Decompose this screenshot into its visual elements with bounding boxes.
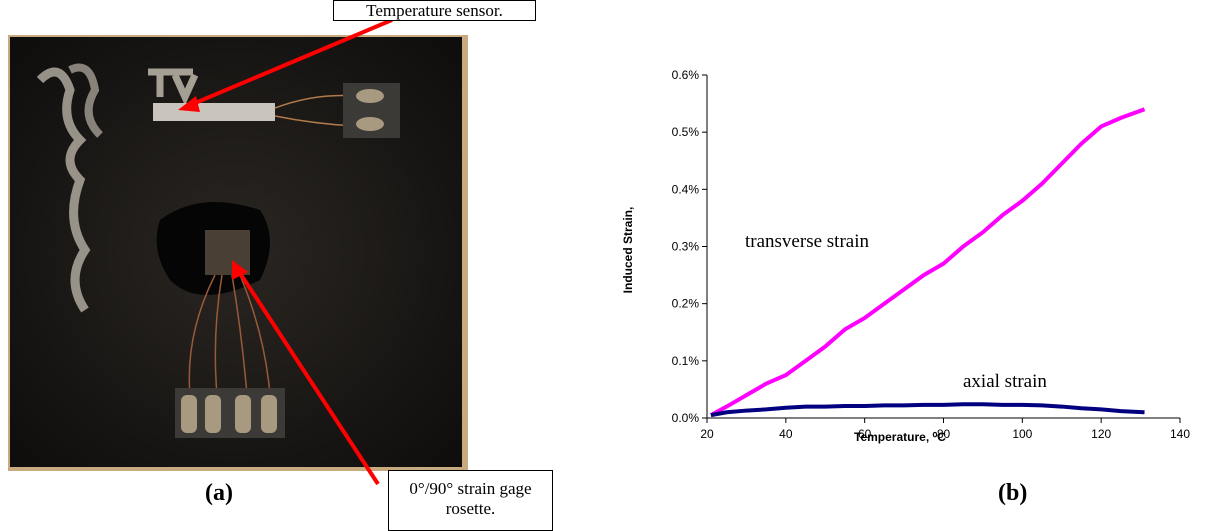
chart: Temperature, ⁰C Induced Strain, 0.0% 0.1%… [621,68,1190,444]
series-line [710,402,1145,418]
x-axis-title: Temperature, ⁰C [854,430,946,444]
temperature-sensor [153,103,275,121]
handwriting [68,63,103,138]
wire [188,274,271,396]
series-line [709,107,1146,417]
x-tick-label: 60 [858,427,872,441]
handwriting [148,68,199,106]
solder [356,117,384,131]
solder [356,89,384,103]
x-tick-label: 120 [1091,427,1111,441]
y-tick-label: 0.4% [672,182,700,196]
series-label: transverse strain [745,231,869,252]
x-tick-label: 40 [779,427,793,441]
panel-label: (a) [205,480,233,506]
panel-label: (b) [998,480,1028,506]
strain-gage [205,230,250,275]
y-tick-label: 0.5% [672,125,700,139]
y-axis-title: Induced Strain, [621,207,635,294]
arrow [236,268,380,486]
series-label: axial strain [963,371,1047,392]
y-tick-label: 0.0% [672,411,700,425]
x-tick-label: 100 [1012,427,1032,441]
y-tick-label: 0.1% [672,354,700,368]
y-tick-label: 0.3% [672,240,700,254]
annotation-arrows [178,18,393,486]
arrow [187,18,393,108]
arrowhead [178,96,200,112]
solder [181,395,277,433]
x-tick-label: 20 [700,427,714,441]
annotation: 0°/90° strain gage rosette. [388,470,553,531]
y-tick-label: 0.6% [672,68,700,82]
arrowhead [232,260,248,280]
x-tick-label: 140 [1170,427,1190,441]
handwriting [36,67,91,313]
y-tick-label: 0.2% [672,297,700,311]
photo [8,35,468,471]
x-tick-label: 80 [937,427,951,441]
annotation: Temperature sensor. [333,0,536,21]
